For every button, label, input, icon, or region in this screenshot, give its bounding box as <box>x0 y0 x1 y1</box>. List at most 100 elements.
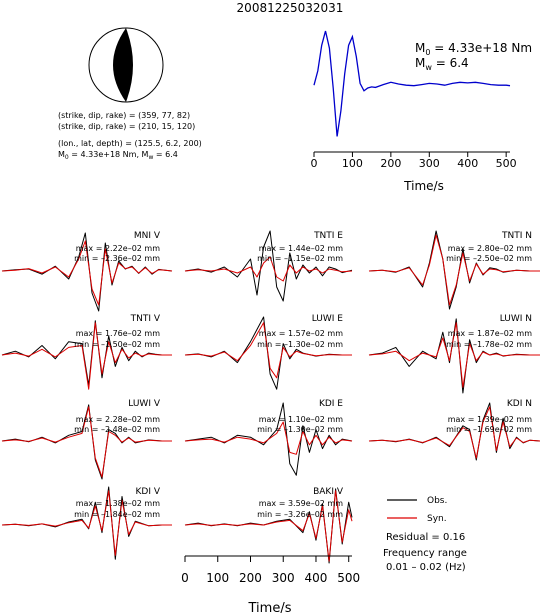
station-label: MNI V <box>134 231 161 241</box>
frequency-title: Frequency range <box>383 548 467 559</box>
min-amplitude-label: min = –3.26e–02 mm <box>257 510 343 519</box>
event-id: 20081225032031 <box>237 1 344 15</box>
max-amplitude-label: max = 1.57e–02 mm <box>259 329 343 338</box>
stf-curve <box>313 30 511 137</box>
synthetic-waveform <box>1 322 172 390</box>
synthetic-waveform <box>184 322 352 379</box>
max-amplitude-label: max = 1.39e–02 mm <box>448 415 532 424</box>
min-amplitude-label: min = –1.15e–02 mm <box>257 254 343 263</box>
synthetic-waveform <box>1 240 173 306</box>
residual-text: Residual = 0.16 <box>386 532 465 543</box>
stf-ticks: 0 100 200 300 400 500 <box>311 152 517 170</box>
waveform-xlabel: Time/s <box>248 601 292 615</box>
waveform-panel: TNTI V max = 1.76e–02 mm min = –1.50e–02 m… <box>1 314 172 390</box>
min-amplitude-label: min = –1.30e–02 mm <box>257 340 343 349</box>
min-amplitude-label: min = –1.69e–02 mm <box>446 425 532 434</box>
waveform-panel: KDI V max = 1.38e–02 mm min = –1.84e–02 mm <box>1 486 172 560</box>
station-label: KDI E <box>319 399 343 409</box>
waveform-panel: LUWI N max = 1.87e–02 mm min = –1.78e–02 m… <box>368 314 540 394</box>
station-label: BAKI V <box>313 487 344 497</box>
station-label: KDI V <box>135 487 160 497</box>
stf-tick-label: 0 <box>311 157 318 170</box>
stf-mw-subscript: w <box>425 63 432 72</box>
synthetic-waveform <box>368 234 540 306</box>
min-amplitude-label: min = –2.36e–02 mm <box>74 254 160 263</box>
waveform-tick-label: 0 <box>181 571 189 585</box>
stf-m0-subscript: 0 <box>425 48 430 57</box>
stf-tick-label: 300 <box>419 157 440 170</box>
waveform-tick-label: 400 <box>305 571 328 585</box>
synthetic-waveform <box>184 421 353 455</box>
stf-tick-label: 400 <box>457 157 478 170</box>
observed-waveform <box>184 230 353 302</box>
station-label: LUWI E <box>312 314 344 324</box>
synthetic-waveform <box>368 406 541 459</box>
mechanism-plane1: (strike, dip, rake) = (359, 77, 82) <box>58 111 190 120</box>
observed-waveform <box>1 404 172 480</box>
mechanism-moment: M0 = 4.33e+18 Nm, Mw = 6.4 <box>58 150 178 161</box>
legend: Obs. Syn. Residual = 0.16 Frequency rang… <box>383 496 467 573</box>
min-amplitude-label: min = –2.50e–02 mm <box>446 254 532 263</box>
moment-subscript: 0 <box>65 154 69 161</box>
station-label: TNTI E <box>313 231 343 241</box>
min-amplitude-label: min = –1.84e–02 mm <box>74 510 160 519</box>
max-amplitude-label: max = 3.59e–02 mm <box>259 499 343 508</box>
synthetic-waveform <box>184 490 353 562</box>
waveform-ticks: 0 100 200 300 400 500 <box>181 556 360 585</box>
max-amplitude-label: max = 1.44e–02 mm <box>259 244 343 253</box>
stf-m0-label: M0 = 4.33e+18 Nm <box>415 41 532 57</box>
stf-tick-label: 200 <box>380 157 401 170</box>
synthetic-waveform <box>1 490 172 556</box>
synthetic-waveform <box>184 256 353 282</box>
observed-waveform <box>184 402 353 476</box>
legend-syn-label: Syn. <box>427 514 447 524</box>
moment-value: = 4.33e+18 Nm, M <box>69 150 149 159</box>
station-label: TNTI N <box>501 231 532 241</box>
waveform-tick-label: 300 <box>272 571 295 585</box>
max-amplitude-label: max = 1.87e–02 mm <box>448 329 532 338</box>
moment-symbol: M <box>58 150 65 159</box>
mechanism-plane2: (strike, dip, rake) = (210, 15, 120) <box>58 122 195 131</box>
station-label: TNTI V <box>130 314 161 324</box>
min-amplitude-label: min = –1.78e–02 mm <box>446 340 532 349</box>
max-amplitude-label: max = 2.28e–02 mm <box>76 415 160 424</box>
max-amplitude-label: max = 1.38e–02 mm <box>76 499 160 508</box>
waveform-tick-label: 200 <box>239 571 262 585</box>
stf-mw-symbol: M <box>415 56 425 70</box>
mechanism-location: (lon., lat, depth) = (125.5, 6.2, 200) <box>58 139 202 148</box>
synthetic-waveform <box>1 406 172 478</box>
stf-panel: 0 100 200 300 400 500 Time/s M0 = 4.33e+18 Nm… <box>311 30 532 193</box>
station-label: LUWI V <box>128 399 161 409</box>
beachball <box>88 27 164 103</box>
stf-m0-value: = 4.33e+18 Nm <box>430 41 532 55</box>
max-amplitude-label: max = 2.22e–02 mm <box>76 244 160 253</box>
stf-tick-label: 100 <box>342 157 363 170</box>
min-amplitude-label: min = –1.50e–02 mm <box>74 340 160 349</box>
mw-subscript: w <box>148 154 153 161</box>
max-amplitude-label: max = 2.80e–02 mm <box>448 244 532 253</box>
observed-waveform <box>184 316 352 390</box>
beachball-compression-lobe <box>113 28 133 102</box>
max-amplitude-label: max = 1.76e–02 mm <box>76 329 160 338</box>
max-amplitude-label: max = 1.10e–02 mm <box>259 415 343 424</box>
legend-obs-label: Obs. <box>427 496 447 506</box>
synthetic-waveform <box>368 322 540 388</box>
waveform-panel: BAKI V max = 3.59e–02 mm min = –3.26e–02 m… <box>184 487 353 564</box>
min-amplitude-label: min = –2.48e–02 mm <box>74 425 160 434</box>
waveform-time-axis: 0 100 200 300 400 500 Time/s <box>181 555 360 615</box>
stf-tick-label: 500 <box>496 157 517 170</box>
stf-m0-symbol: M <box>415 41 425 55</box>
waveform-tick-label: 500 <box>337 571 360 585</box>
waveform-panel: LUWI E max = 1.57e–02 mm min = –1.30e–02 m… <box>184 314 352 390</box>
station-label: KDI N <box>507 399 532 409</box>
mw-value: = 6.4 <box>153 150 178 159</box>
